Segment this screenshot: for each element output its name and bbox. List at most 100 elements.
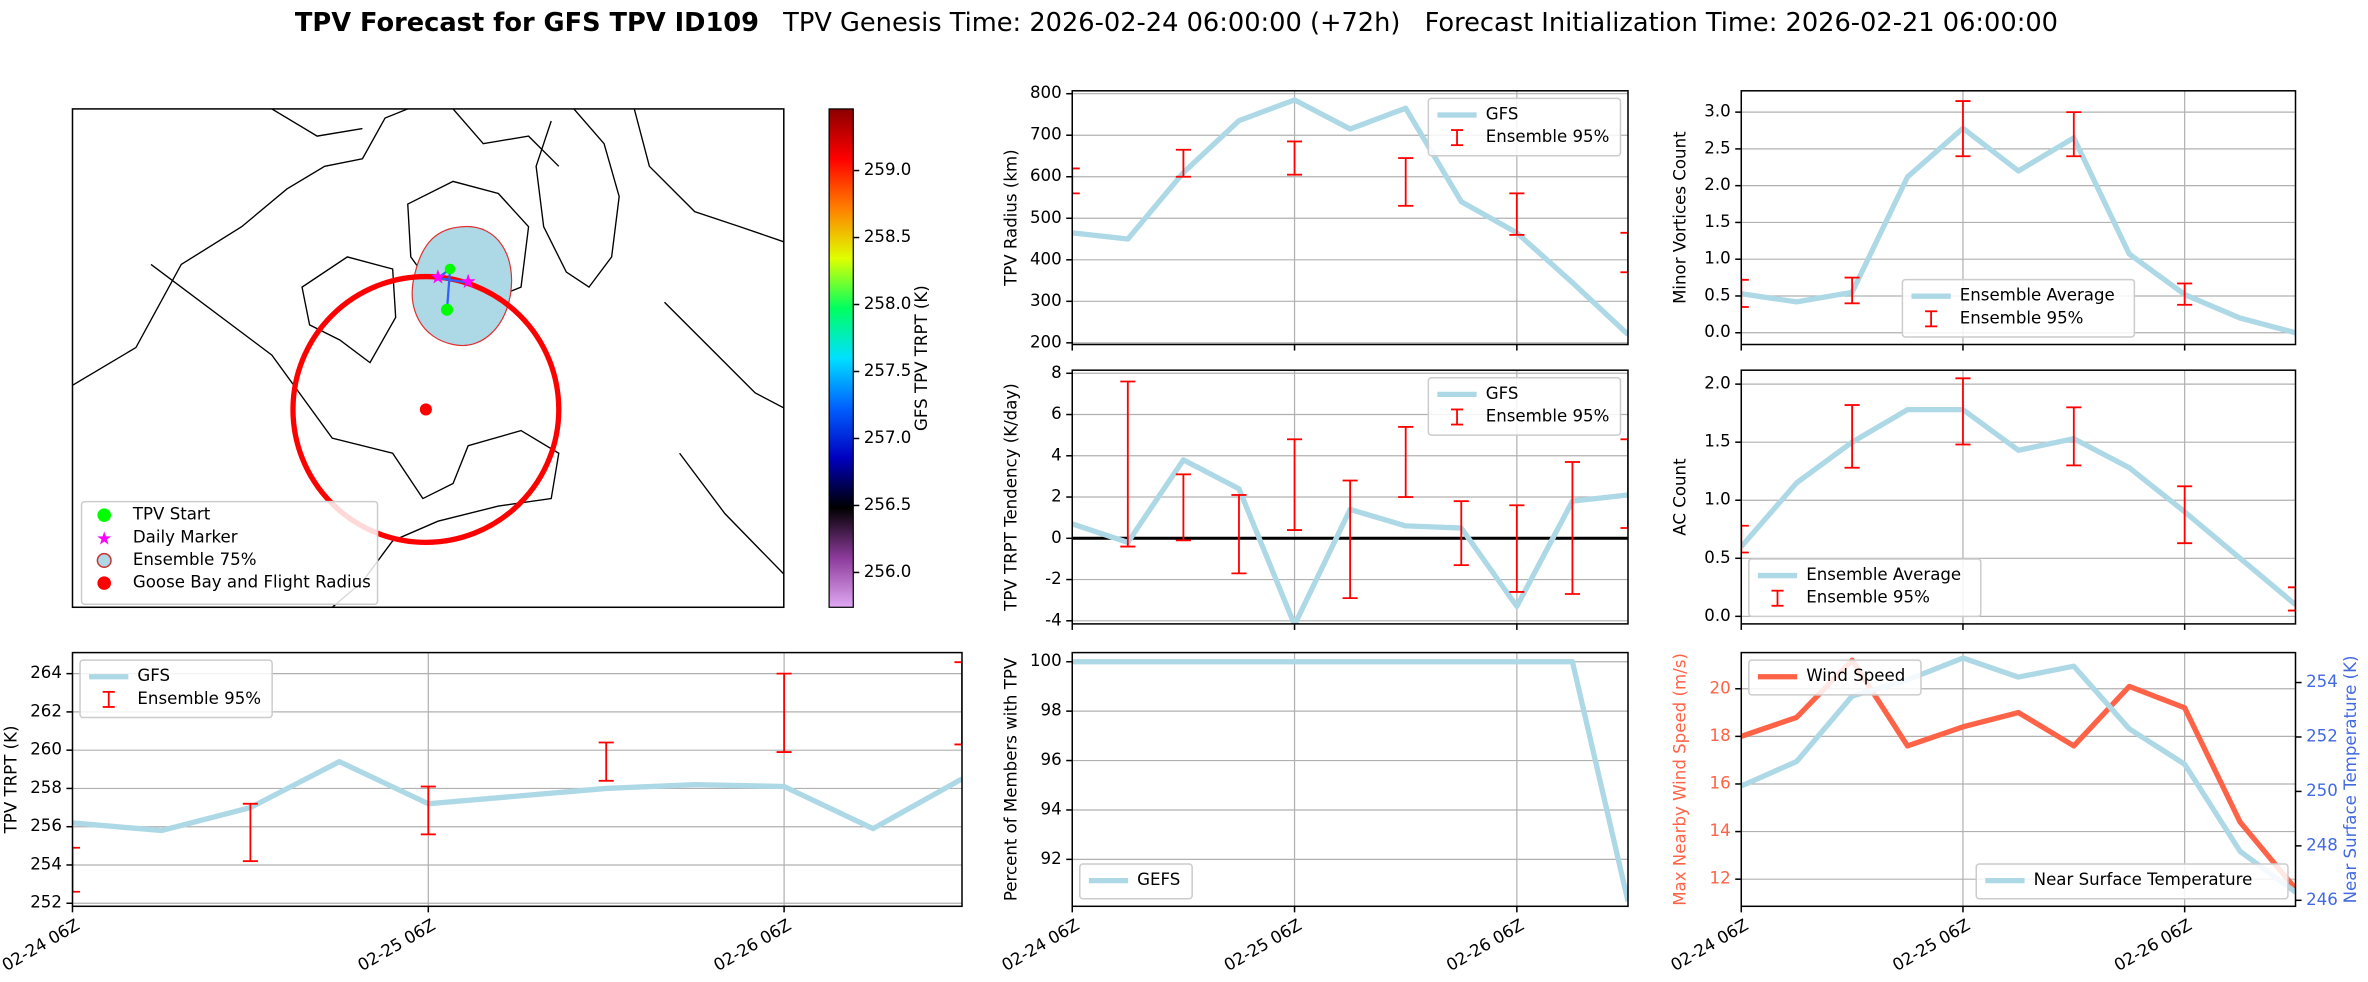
error-bar: [1175, 473, 1191, 542]
y-tick-label: 500: [1030, 208, 1062, 227]
legend-label: GFS: [1486, 104, 1519, 123]
plot-layer: [1072, 370, 1628, 624]
legend-label: Near Surface Temperature: [2034, 870, 2253, 889]
y-tick-label: 98: [1041, 701, 1062, 720]
plot-frame: [1740, 369, 2297, 625]
title-part: TPV Genesis Time: 2026-02-24 06:00:00 (+…: [782, 7, 1400, 37]
goose-bay: [419, 403, 432, 416]
error-bar: [1398, 157, 1414, 207]
y-tick-label: 14: [1710, 821, 1731, 840]
plot-layer: [1072, 652, 1628, 907]
y-tick-label: 0.5: [1704, 548, 1730, 567]
legend-label: Ensemble 75%: [133, 550, 257, 569]
y-tick-label: 256: [30, 816, 62, 835]
error-bar: [1453, 500, 1469, 567]
legend-marker: [97, 508, 111, 522]
plot-frame: [1071, 651, 1629, 908]
legend-label: Goose Bay and Flight Radius: [133, 573, 371, 592]
y-axis-label: Minor Vortices Count: [1670, 131, 1689, 304]
y-tick-label: 200: [1030, 332, 1062, 351]
colorbar-tick-label: 256.0: [864, 562, 912, 581]
y-tick-label: 260: [30, 740, 62, 759]
x-tick-label: 02-26 06Z: [1443, 915, 1527, 974]
legend-box: [1079, 863, 1193, 900]
error-bar: [1175, 148, 1191, 178]
y-tick-label: 0: [1051, 528, 1062, 547]
error-bar: [1955, 377, 1971, 446]
daily-marker: ★: [429, 266, 447, 289]
legend-label: GFS: [1486, 384, 1519, 403]
error-bar: [2066, 406, 2082, 467]
y-tick-label: -2: [1045, 569, 1062, 588]
legend-label: GEFS: [1137, 870, 1180, 889]
legend-box: [1901, 278, 2136, 338]
legend-marker: [1451, 408, 1464, 426]
x-tick-label: 02-24 06Z: [999, 915, 1083, 974]
legend-marker: [1925, 310, 1938, 328]
error-bar: [1509, 192, 1525, 236]
y-axis-label: TPV TRPT Tendency (K/day): [1001, 383, 1020, 612]
series-line: [72, 759, 962, 834]
error-bar: [1509, 504, 1525, 593]
y2-tick-label: 248: [2306, 835, 2338, 854]
coastline: [301, 256, 397, 364]
error-bar: [1398, 426, 1414, 498]
y-tick-label: 12: [1710, 869, 1731, 888]
colorbar-tick-label: 258.0: [864, 294, 912, 313]
y-tick-label: 264: [30, 663, 62, 682]
error-bar: [1120, 380, 1136, 548]
legend-marker: [1771, 589, 1784, 607]
legend-marker: [102, 690, 115, 708]
legend-marker: ★: [96, 528, 112, 549]
legend-marker: [96, 552, 112, 569]
colorbar-tick-label: 256.5: [864, 495, 912, 514]
y-axis-label: TPV TRPT (K): [2, 726, 21, 835]
legend-box: [1748, 558, 1982, 618]
series-line: [1741, 407, 2296, 607]
legend-label: GFS: [137, 666, 170, 685]
error-bar: [1231, 494, 1247, 575]
y-tick-label: 262: [30, 701, 62, 720]
error-bar: [776, 672, 792, 753]
colorbar-tick-label: 258.5: [864, 227, 912, 246]
legend-label: Ensemble 95%: [1486, 407, 1610, 426]
legend-label: Ensemble 95%: [137, 689, 261, 708]
y-tick-label: 300: [1030, 291, 1062, 310]
error-bar: [420, 785, 436, 836]
y-axis-label: Max Nearby Wind Speed (m/s): [1670, 653, 1689, 906]
plot-layer: [1741, 370, 2296, 624]
y-tick-label: 94: [1041, 799, 1062, 818]
error-bar: [2177, 282, 2193, 306]
y-tick-label: 800: [1030, 83, 1062, 102]
x-tick-label: 02-25 06Z: [355, 915, 439, 974]
legend-label: Wind Speed: [1806, 666, 1905, 685]
error-bar: [1741, 524, 1749, 554]
error-bar: [2177, 485, 2193, 545]
y-axis-label: Percent of Members with TPV: [1001, 657, 1020, 901]
error-bar: [598, 741, 614, 782]
error-bar: [1844, 276, 1860, 305]
error-bar: [1620, 438, 1628, 529]
error-bar: [954, 661, 962, 746]
y-tick-label: 4: [1051, 445, 1062, 464]
y-tick-label: 3.0: [1704, 102, 1730, 121]
series-line: [1072, 659, 1628, 902]
colorbar-tick-label: 257.5: [864, 361, 912, 380]
y-tick-label: 1.5: [1704, 212, 1730, 231]
x-tick-label: 02-24 06Z: [1668, 915, 1752, 974]
y2-tick-label: 252: [2306, 726, 2338, 745]
y-tick-label: 8: [1051, 363, 1062, 382]
error-bar: [1741, 278, 1749, 308]
series-line: [1741, 125, 2296, 336]
colorbar: [828, 108, 854, 608]
y2-tick-label: 254: [2306, 672, 2338, 691]
y-tick-label: 1.0: [1704, 249, 1730, 268]
y-tick-label: 18: [1710, 726, 1731, 745]
flight-radius: [290, 273, 562, 545]
y2-tick-label: 246: [2306, 890, 2338, 909]
y-tick-label: 700: [1030, 125, 1062, 144]
y2-tick-label: 250: [2306, 781, 2338, 800]
error-bar: [1342, 479, 1358, 600]
